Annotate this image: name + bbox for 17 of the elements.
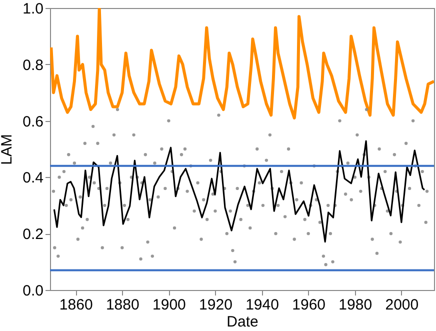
y-tick-label: 0.0 xyxy=(22,282,44,300)
x-tick-label: 1900 xyxy=(152,296,186,314)
x-axis-title: Date xyxy=(226,314,258,330)
y-tick-label: 0.2 xyxy=(22,226,44,244)
x-tick-label: 2000 xyxy=(385,296,419,314)
x-tick-label: 1940 xyxy=(246,296,279,314)
x-tick-label: 1960 xyxy=(292,296,326,314)
x-tick-label: 1920 xyxy=(199,296,232,314)
x-tick-label: 1860 xyxy=(59,296,93,314)
y-tick-label: 0.4 xyxy=(22,170,44,187)
y-tick-label: 1.0 xyxy=(22,0,44,18)
x-tick-label: 1980 xyxy=(338,296,372,314)
y-axis-title: LAM xyxy=(0,134,16,165)
y-tick-label: 0.8 xyxy=(22,56,44,74)
x-tick-label: 1880 xyxy=(106,296,140,314)
line-series xyxy=(50,8,434,120)
y-tick-label: 0.6 xyxy=(22,113,44,130)
